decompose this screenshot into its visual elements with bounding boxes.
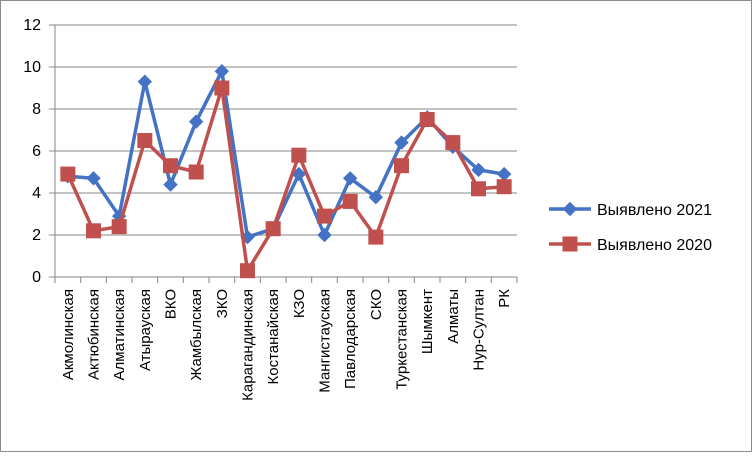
data-point	[368, 229, 384, 245]
x-tick-label: Костанайская	[265, 289, 282, 385]
series-2	[60, 80, 512, 279]
x-tick-label: КЗО	[291, 289, 308, 318]
diamond-marker-icon	[562, 201, 578, 217]
data-point	[163, 158, 178, 174]
data-point	[137, 133, 153, 148]
legend-label: Выявлено 2020	[597, 237, 712, 254]
legend: Выявлено 2021 Выявлено 2020	[549, 201, 712, 254]
legend-entry: Выявлено 2020	[549, 236, 712, 254]
data-point	[265, 221, 281, 237]
data-point	[317, 227, 332, 243]
x-tick-label: СКО	[368, 289, 385, 320]
x-tick-label: Алматинская	[111, 289, 128, 380]
data-point	[394, 135, 409, 150]
data-point	[342, 193, 358, 209]
data-point	[291, 147, 307, 163]
y-tick-label: 0	[32, 269, 41, 286]
data-point	[214, 80, 230, 96]
y-tick-label: 2	[32, 227, 41, 244]
x-tick-label: Атырауская	[137, 289, 154, 371]
data-point	[86, 171, 101, 186]
x-tick-label: Актюбинская	[86, 289, 103, 380]
x-tick-label: РК	[496, 289, 513, 308]
y-tick-label: 10	[23, 59, 41, 76]
data-point	[317, 208, 332, 224]
x-tick-label: Туркестанская	[394, 289, 411, 390]
x-tick-label: Акмолинская	[60, 289, 77, 380]
x-tick-label: ВКО	[163, 289, 180, 319]
x-tick-label: Жамбылская	[188, 289, 205, 381]
legend-entry: Выявлено 2021	[549, 201, 712, 219]
data-point	[471, 162, 486, 178]
y-tick-label: 6	[32, 143, 41, 160]
data-point	[240, 263, 255, 279]
data-point	[471, 181, 486, 197]
y-tick-label: 8	[32, 101, 41, 118]
data-point	[342, 171, 358, 186]
y-tick-label: 4	[32, 185, 41, 202]
y-tick-label: 12	[23, 17, 41, 34]
x-tick-label: Карагандинская	[240, 289, 257, 401]
data-point	[111, 219, 127, 235]
x-tick-label: Нур-Султан	[471, 289, 488, 371]
data-point	[163, 177, 178, 192]
series-group	[60, 63, 512, 279]
square-marker-icon	[562, 236, 578, 252]
x-tick-label: Алматы	[445, 289, 462, 344]
series-1	[60, 63, 512, 245]
data-point	[394, 158, 409, 174]
data-point	[86, 223, 101, 239]
series-line	[66, 86, 505, 273]
data-point	[445, 135, 461, 151]
data-point	[188, 114, 204, 129]
data-point	[137, 74, 153, 89]
data-point	[419, 112, 435, 127]
data-point	[60, 166, 76, 182]
x-tick-label: Шымкент	[419, 289, 436, 354]
x-tick-label: ЗКО	[214, 289, 231, 318]
series-line	[67, 69, 505, 239]
x-axis-ticks: Акмолинская Актюбинская Алматинская Атыраус…	[60, 289, 513, 401]
x-tick-label: Павлодарская	[342, 289, 359, 389]
axes	[49, 24, 518, 283]
data-point	[496, 179, 512, 195]
x-tick-label: Мангистауская	[317, 289, 334, 393]
legend-label: Выявлено 2021	[597, 202, 712, 219]
data-point	[368, 189, 384, 205]
data-point	[496, 166, 512, 182]
data-point	[188, 164, 204, 180]
y-axis-ticks: 0 2 4 6 8 10 12	[23, 17, 41, 286]
data-point	[214, 63, 230, 79]
